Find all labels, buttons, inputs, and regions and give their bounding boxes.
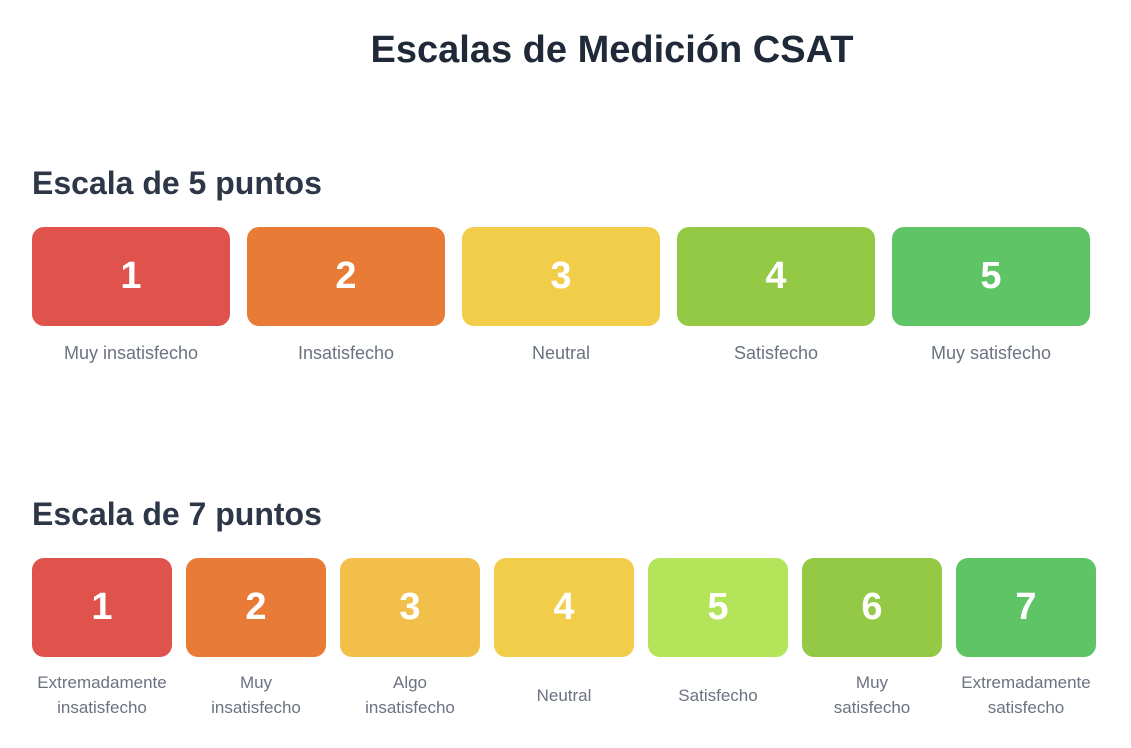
scale7-option-1-button[interactable]: 1 [32,558,172,657]
scale7-option-4-label: Neutral [536,685,592,705]
scale7-option-5-label: Satisfecho [678,685,758,705]
scale5-option-4-button[interactable]: 4 [677,227,875,326]
page-title: Escalas de Medición CSAT [370,29,854,71]
scale5-item-3: 3 Neutral [462,227,660,366]
scale7-item-6: 6 Muy satisfecho [802,558,942,720]
scale-5-point-row: 1 Muy insatisfecho 2 Insatisfecho 3 Neut… [32,227,1090,366]
scale7-option-4-button[interactable]: 4 [494,558,634,657]
scale5-option-1-label: Muy insatisfecho [63,342,199,363]
scale5-item-2: 2 Insatisfecho [247,227,445,366]
scale-7-point-row: 1 Extremadamente insatisfecho 2 Muy insa… [32,558,1096,720]
scale7-item-5: 5 Satisfecho [648,558,788,720]
scale7-option-1-label: Extremadamente insatisfecho [37,673,167,717]
scale5-item-1: 1 Muy insatisfecho [32,227,230,366]
scale7-item-2: 2 Muy insatisfecho [186,558,326,720]
section-title-7-point: Escala de 7 puntos [32,496,322,532]
scale7-option-3-label: Algo insatisfecho [365,673,455,717]
scale7-option-7-button[interactable]: 7 [956,558,1096,657]
scale5-option-3-label: Neutral [531,342,591,363]
scale5-option-2-button[interactable]: 2 [247,227,445,326]
scale5-option-2-label: Insatisfecho [297,342,395,363]
scale7-item-1: 1 Extremadamente insatisfecho [32,558,172,720]
scale7-option-5-button[interactable]: 5 [648,558,788,657]
scale7-option-7-label: Extremadamente satisfecho [961,673,1091,717]
scale5-option-4-label: Satisfecho [733,342,819,363]
scale7-item-3: 3 Algo insatisfecho [340,558,480,720]
scale5-option-5-label: Muy satisfecho [930,342,1052,363]
scale7-option-2-button[interactable]: 2 [186,558,326,657]
scale7-item-4: 4 Neutral [494,558,634,720]
scale5-item-4: 4 Satisfecho [677,227,875,366]
section-title-5-point: Escala de 5 puntos [32,165,322,201]
scale5-option-3-button[interactable]: 3 [462,227,660,326]
scale5-option-1-button[interactable]: 1 [32,227,230,326]
scale7-item-7: 7 Extremadamente satisfecho [956,558,1096,720]
scale7-option-3-button[interactable]: 3 [340,558,480,657]
scale7-option-6-button[interactable]: 6 [802,558,942,657]
scale7-option-6-label: Muy satisfecho [833,673,911,717]
scale7-option-2-label: Muy insatisfecho [211,673,301,717]
scale5-option-5-button[interactable]: 5 [892,227,1090,326]
scale5-item-5: 5 Muy satisfecho [892,227,1090,366]
